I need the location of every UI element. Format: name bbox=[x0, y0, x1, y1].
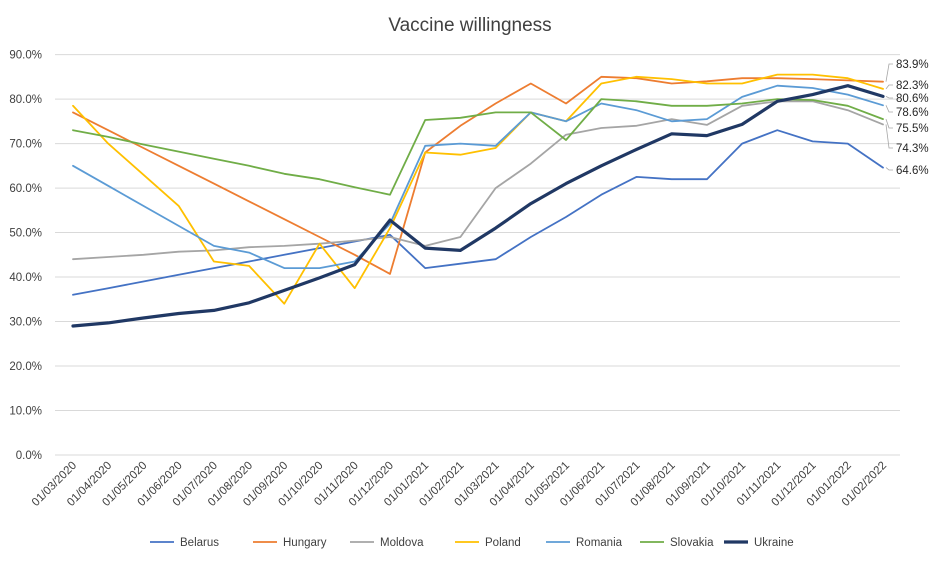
end-label-poland: 82.3% bbox=[896, 80, 929, 92]
end-label-leader bbox=[885, 105, 893, 113]
y-tick-label: 90.0% bbox=[9, 50, 42, 62]
legend: Belarus Hungary Moldova Poland Romania Slovak… bbox=[150, 537, 794, 549]
end-label-leader bbox=[885, 124, 893, 149]
y-tick-label: 70.0% bbox=[9, 139, 42, 151]
series-line-romania bbox=[72, 84, 884, 270]
y-tick-label: 10.0% bbox=[9, 406, 42, 418]
y-tick-label: 80.0% bbox=[9, 94, 42, 106]
legend-label-poland: Poland bbox=[485, 537, 521, 549]
end-value-labels: 83.9% 82.3%80.6% 78.6% 75.5% 74.3% 64.6% bbox=[885, 59, 929, 177]
end-label-leader bbox=[885, 118, 893, 129]
y-axis-ticks: 0.0% 10.0% 20.0% 30.0% 40.0% 50.0% 60.0% 70.0% 8… bbox=[9, 50, 42, 462]
y-tick-label: 60.0% bbox=[9, 183, 42, 195]
end-label-moldova: 74.3% bbox=[896, 143, 929, 155]
series-lines bbox=[71, 73, 885, 328]
series-line-ukraine bbox=[71, 84, 885, 328]
y-tick-label: 40.0% bbox=[9, 272, 42, 284]
y-tick-label: 30.0% bbox=[9, 317, 42, 329]
end-label-belarus: 64.6% bbox=[896, 165, 929, 177]
legend-label-slovakia: Slovakia bbox=[670, 537, 714, 549]
legend-label-moldova: Moldova bbox=[380, 537, 424, 549]
series-line-poland bbox=[72, 73, 884, 305]
y-tick-label: 0.0% bbox=[16, 450, 42, 462]
end-label-hungary: 83.9% bbox=[896, 59, 929, 71]
end-label-leader bbox=[885, 84, 893, 90]
series-line-belarus bbox=[72, 129, 884, 296]
legend-label-romania: Romania bbox=[576, 537, 623, 549]
chart-title: Vaccine willingness bbox=[388, 15, 551, 36]
series-line-slovakia bbox=[72, 98, 884, 196]
end-label-leader bbox=[885, 63, 893, 82]
end-label-leader bbox=[885, 167, 893, 171]
end-label-leader bbox=[885, 96, 893, 99]
y-tick-label: 20.0% bbox=[9, 361, 42, 373]
legend-label-ukraine: Ukraine bbox=[754, 537, 794, 549]
legend-label-hungary: Hungary bbox=[283, 537, 327, 549]
y-tick-label: 50.0% bbox=[9, 228, 42, 240]
gridlines bbox=[55, 54, 900, 456]
end-label-ukraine: 80.6% bbox=[896, 93, 929, 105]
end-label-romania: 78.6% bbox=[896, 107, 929, 119]
legend-label-belarus: Belarus bbox=[180, 537, 219, 549]
end-label-slovakia: 75.5% bbox=[896, 123, 929, 135]
